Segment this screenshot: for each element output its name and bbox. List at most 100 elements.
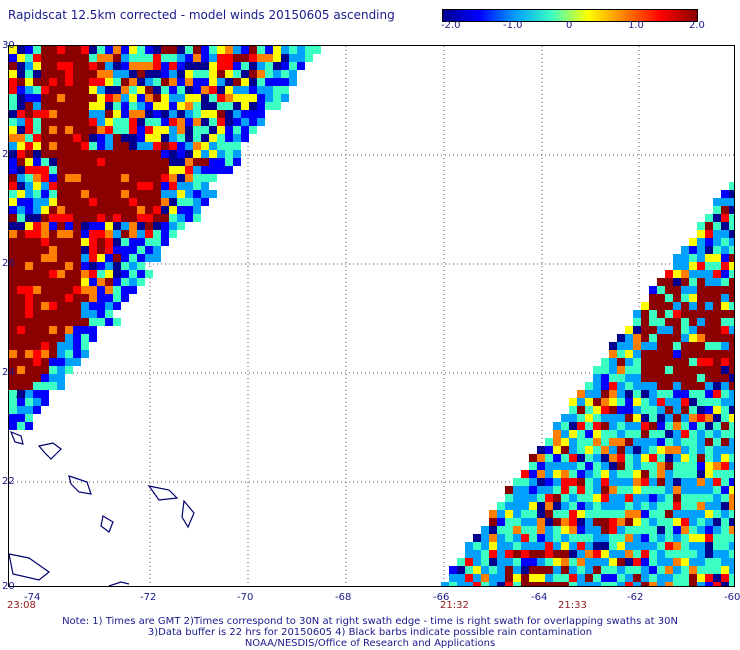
- wind-cell: [193, 182, 201, 190]
- wind-cell: [33, 198, 41, 206]
- wind-cell: [713, 526, 721, 534]
- wind-cell: [49, 326, 57, 334]
- wind-cell: [673, 366, 681, 374]
- wind-cell: [665, 302, 673, 310]
- wind-cell: [49, 262, 57, 270]
- wind-cell: [665, 286, 673, 294]
- wind-cell: [609, 518, 617, 526]
- wind-cell: [65, 302, 73, 310]
- wind-cell: [713, 222, 721, 230]
- wind-cell: [17, 254, 25, 262]
- wind-cell: [25, 214, 33, 222]
- wind-cell: [153, 46, 161, 54]
- wind-cell: [161, 166, 169, 174]
- wind-cell: [681, 334, 689, 342]
- wind-cell: [265, 54, 273, 62]
- wind-cell: [209, 54, 217, 62]
- wind-cell: [681, 542, 689, 550]
- wind-cell: [681, 478, 689, 486]
- wind-cell: [721, 558, 729, 566]
- wind-cell: [25, 182, 33, 190]
- wind-cell: [121, 214, 129, 222]
- wind-cell: [457, 582, 465, 586]
- wind-cell: [177, 150, 185, 158]
- wind-cell: [689, 470, 697, 478]
- wind-cell: [137, 134, 145, 142]
- wind-cell: [145, 246, 153, 254]
- wind-cell: [81, 78, 89, 86]
- wind-cell: [89, 86, 97, 94]
- wind-cell: [193, 62, 201, 70]
- wind-cell: [577, 566, 585, 574]
- wind-cell: [513, 550, 521, 558]
- wind-cell: [601, 494, 609, 502]
- wind-cell: [593, 446, 601, 454]
- wind-cell: [89, 70, 97, 78]
- wind-cell: [193, 46, 201, 54]
- wind-cell: [281, 62, 289, 70]
- wind-cell: [273, 94, 281, 102]
- wind-cell: [601, 534, 609, 542]
- wind-cell: [633, 422, 641, 430]
- wind-cell: [713, 446, 721, 454]
- wind-cell: [193, 54, 201, 62]
- wind-cell: [209, 102, 217, 110]
- wind-cell: [633, 382, 641, 390]
- wind-cell: [577, 486, 585, 494]
- wind-cell: [649, 414, 657, 422]
- wind-cell: [41, 254, 49, 262]
- wind-cell: [105, 246, 113, 254]
- wind-cell: [89, 142, 97, 150]
- wind-cell: [729, 462, 734, 470]
- wind-cell: [705, 318, 713, 326]
- wind-cell: [609, 438, 617, 446]
- wind-cell: [617, 518, 625, 526]
- wind-cell: [729, 486, 734, 494]
- wind-cell: [705, 454, 713, 462]
- wind-cell: [689, 270, 697, 278]
- wind-cell: [545, 454, 553, 462]
- wind-cell: [673, 358, 681, 366]
- wind-cell: [161, 190, 169, 198]
- wind-cell: [257, 86, 265, 94]
- wind-cell: [577, 542, 585, 550]
- wind-cell: [713, 318, 721, 326]
- wind-cell: [209, 142, 217, 150]
- wind-cell: [673, 414, 681, 422]
- wind-cell: [729, 310, 734, 318]
- color-scale-bar: [442, 9, 698, 22]
- wind-cell: [577, 526, 585, 534]
- wind-cell: [649, 422, 657, 430]
- wind-cell: [561, 414, 569, 422]
- wind-cell: [17, 334, 25, 342]
- wind-cell: [9, 198, 17, 206]
- wind-cell: [633, 334, 641, 342]
- wind-cell: [89, 174, 97, 182]
- wind-cell: [521, 486, 529, 494]
- wind-cell: [105, 182, 113, 190]
- wind-cell: [241, 94, 249, 102]
- wind-cell: [609, 558, 617, 566]
- wind-cell: [33, 246, 41, 254]
- wind-cell: [721, 270, 729, 278]
- wind-cell: [89, 230, 97, 238]
- wind-cell: [665, 430, 673, 438]
- wind-cell: [105, 78, 113, 86]
- wind-cell: [137, 46, 145, 54]
- wind-cell: [145, 190, 153, 198]
- wind-cell: [121, 70, 129, 78]
- wind-cell: [233, 86, 241, 94]
- wind-cell: [201, 94, 209, 102]
- wind-cell: [577, 430, 585, 438]
- wind-cell: [201, 102, 209, 110]
- colorbar-tick: -1.0: [503, 20, 523, 31]
- wind-cell: [209, 94, 217, 102]
- wind-cell: [609, 550, 617, 558]
- wind-cell: [9, 166, 17, 174]
- wind-cell: [41, 374, 49, 382]
- lon-label--60: -60: [724, 592, 740, 603]
- wind-cell: [633, 494, 641, 502]
- wind-cell: [689, 310, 697, 318]
- lat-label-22: 22: [2, 476, 15, 487]
- wind-cell: [697, 342, 705, 350]
